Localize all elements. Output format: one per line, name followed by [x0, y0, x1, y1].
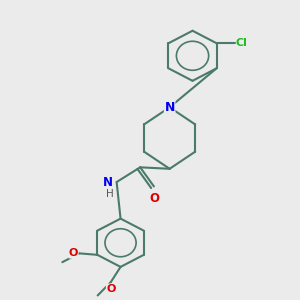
Text: H: H	[106, 188, 113, 199]
Text: N: N	[164, 101, 175, 114]
Text: O: O	[149, 192, 159, 205]
Text: Cl: Cl	[235, 38, 247, 48]
Text: N: N	[103, 176, 113, 188]
Text: O: O	[69, 248, 78, 258]
Text: O: O	[106, 284, 116, 294]
